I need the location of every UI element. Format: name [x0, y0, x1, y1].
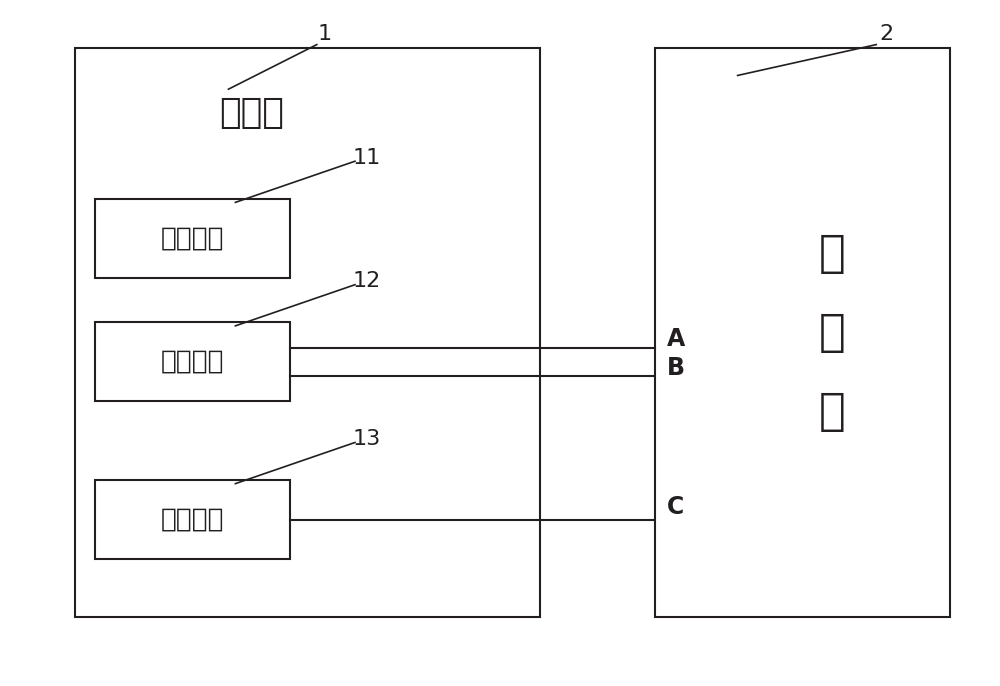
Text: 1: 1 [318, 24, 332, 45]
Text: 12: 12 [353, 271, 381, 292]
Bar [75, 48, 540, 617]
Text: 微动开关: 微动开关 [161, 507, 224, 532]
Text: 11: 11 [353, 147, 381, 168]
Text: 执行机构: 执行机构 [161, 349, 224, 375]
Text: A: A [667, 327, 685, 351]
Text: C: C [667, 495, 684, 519]
Bar [95, 199, 290, 278]
Text: 制: 制 [819, 311, 845, 354]
Bar [655, 48, 950, 617]
Text: 控: 控 [819, 233, 845, 275]
Text: B: B [667, 356, 685, 380]
Text: 2: 2 [879, 24, 893, 45]
Text: 13: 13 [353, 429, 381, 449]
Text: 器: 器 [819, 390, 845, 433]
Bar [95, 480, 290, 559]
Bar [95, 322, 290, 401]
Text: 锁止机构: 锁止机构 [161, 226, 224, 251]
Text: 电子锁: 电子锁 [219, 96, 284, 130]
